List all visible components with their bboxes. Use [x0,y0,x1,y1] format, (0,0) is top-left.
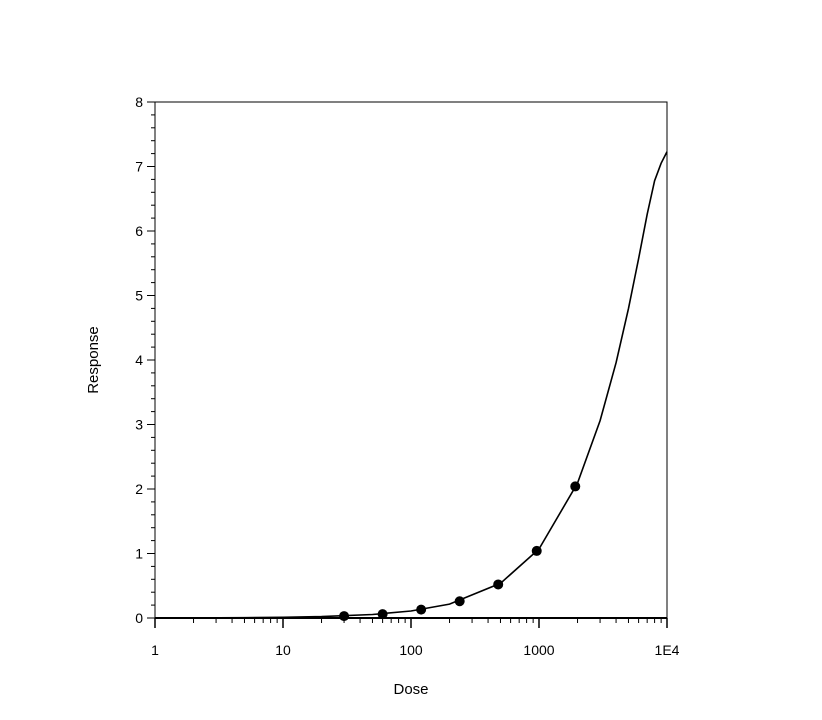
x-axis-title: Dose [393,681,428,698]
y-axis-title: Response [85,326,102,394]
x-tick-label: 1 [151,642,159,658]
data-point [531,545,542,556]
y-tick-label: 6 [135,223,143,239]
x-tick-label: 1000 [523,642,554,658]
y-tick-label: 4 [135,352,143,368]
data-point [416,604,427,615]
data-point [493,579,504,590]
data-point [454,596,465,607]
plot-frame [154,101,668,619]
y-tick-label: 7 [135,159,143,175]
x-tick-label: 100 [399,642,423,658]
data-point [377,609,388,620]
data-point [339,611,350,622]
y-tick-label: 1 [135,546,143,562]
data-points-group [339,481,581,622]
labels-group: Dose Response [85,326,429,698]
y-tick-label: 2 [135,481,143,497]
y-tick-label: 3 [135,417,143,433]
y-tick-label: 5 [135,288,143,304]
x-tick-label: 1E4 [655,642,680,658]
data-point [570,481,581,492]
y-tick-label: 0 [135,610,143,626]
y-tick-label: 8 [135,94,143,110]
x-tick-label: 10 [275,642,291,658]
fitted-curve-group [155,151,668,619]
fitted-curve-line [155,151,668,619]
